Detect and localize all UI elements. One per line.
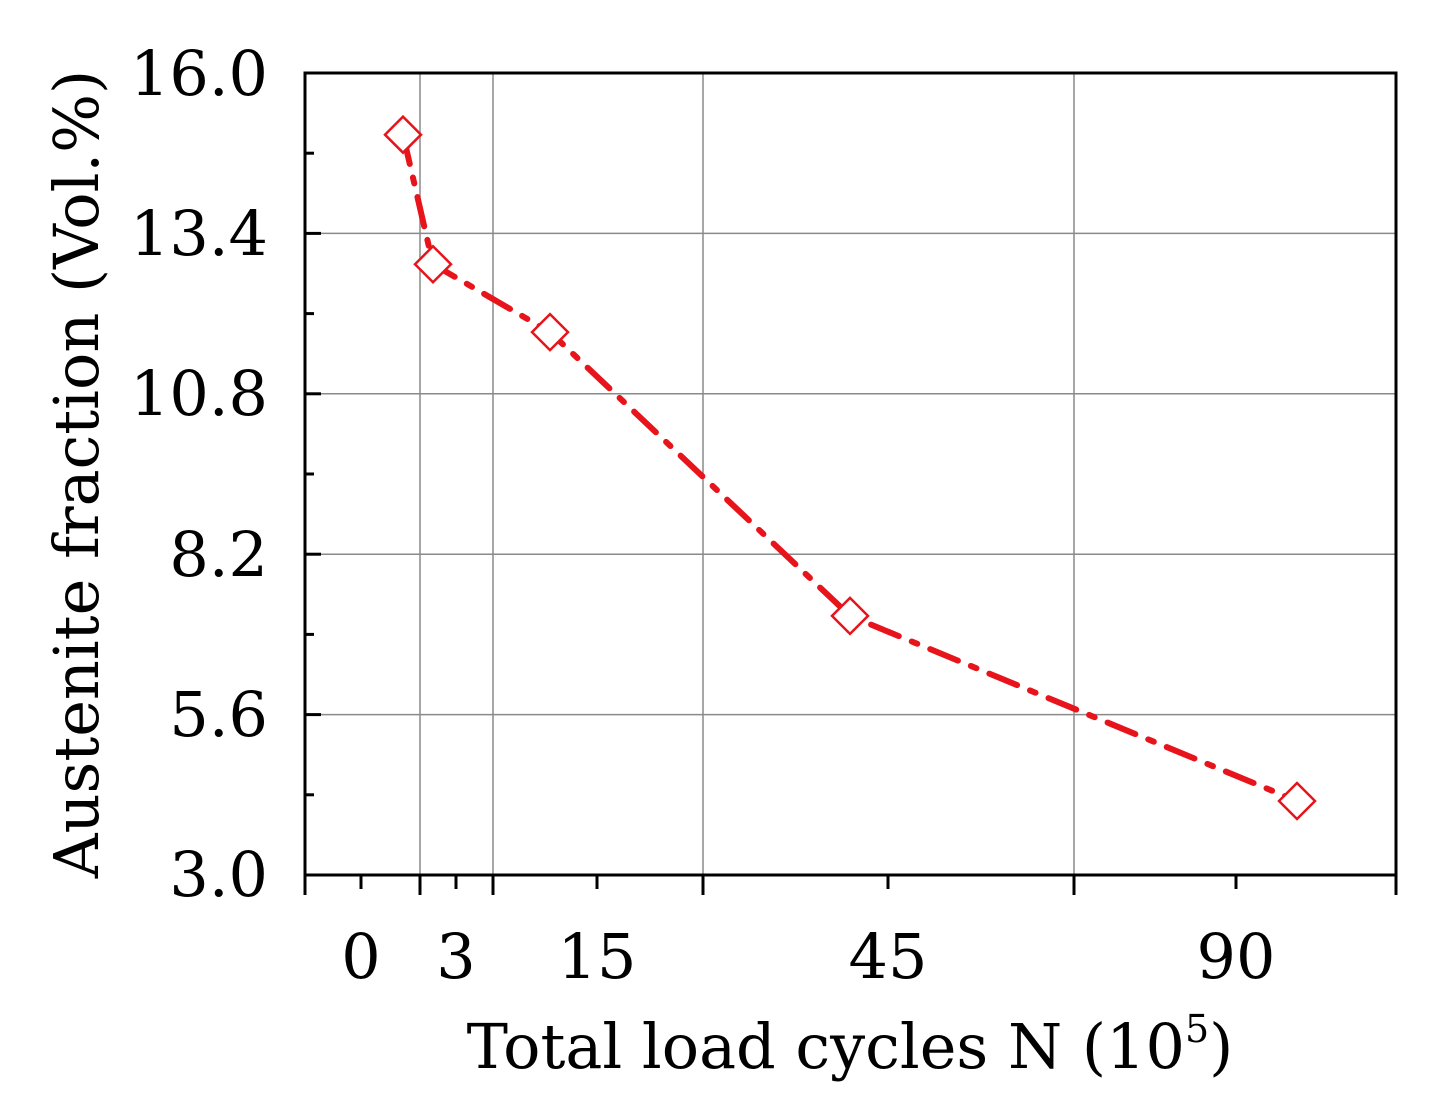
x-axis-title-main: Total load cycles N (10 xyxy=(467,1010,1185,1083)
series-line xyxy=(400,131,1300,804)
plot-frame xyxy=(303,71,1398,877)
y-tick-label-8-2: 8.2 xyxy=(169,518,268,591)
y-tick-label-3-0: 3.0 xyxy=(169,838,268,911)
y-tick-label-13-4: 13.4 xyxy=(130,197,268,270)
y-tick-label-16-0: 16.0 xyxy=(130,37,268,110)
data-point-1 xyxy=(413,244,453,285)
y-tick-label-5-6: 5.6 xyxy=(169,678,268,751)
data-point-4 xyxy=(1277,781,1317,821)
data-point-3 xyxy=(830,596,870,636)
grid-lines xyxy=(305,72,1396,876)
x-tick-label-15: 15 xyxy=(558,920,637,993)
x-tick-label-45: 45 xyxy=(849,920,928,993)
x-axis-title-superscript: 5 xyxy=(1185,1007,1209,1051)
x-axis-ticks xyxy=(303,875,1398,895)
y-tick-label-10-8: 10.8 xyxy=(130,357,268,430)
data-point-0 xyxy=(383,114,423,155)
y-axis-title: Austenite fraction (Vol.%) xyxy=(40,70,113,879)
data-point-2 xyxy=(530,312,570,352)
x-axis-title-close: ) xyxy=(1209,1010,1233,1083)
x-tick-label-0: 0 xyxy=(341,920,380,993)
x-tick-label-3: 3 xyxy=(436,920,475,993)
y-axis-ticks xyxy=(305,71,321,877)
x-tick-label-90: 90 xyxy=(1197,920,1276,993)
series-markers xyxy=(383,114,1317,821)
x-axis-title: Total load cycles N (105) xyxy=(467,1007,1234,1083)
